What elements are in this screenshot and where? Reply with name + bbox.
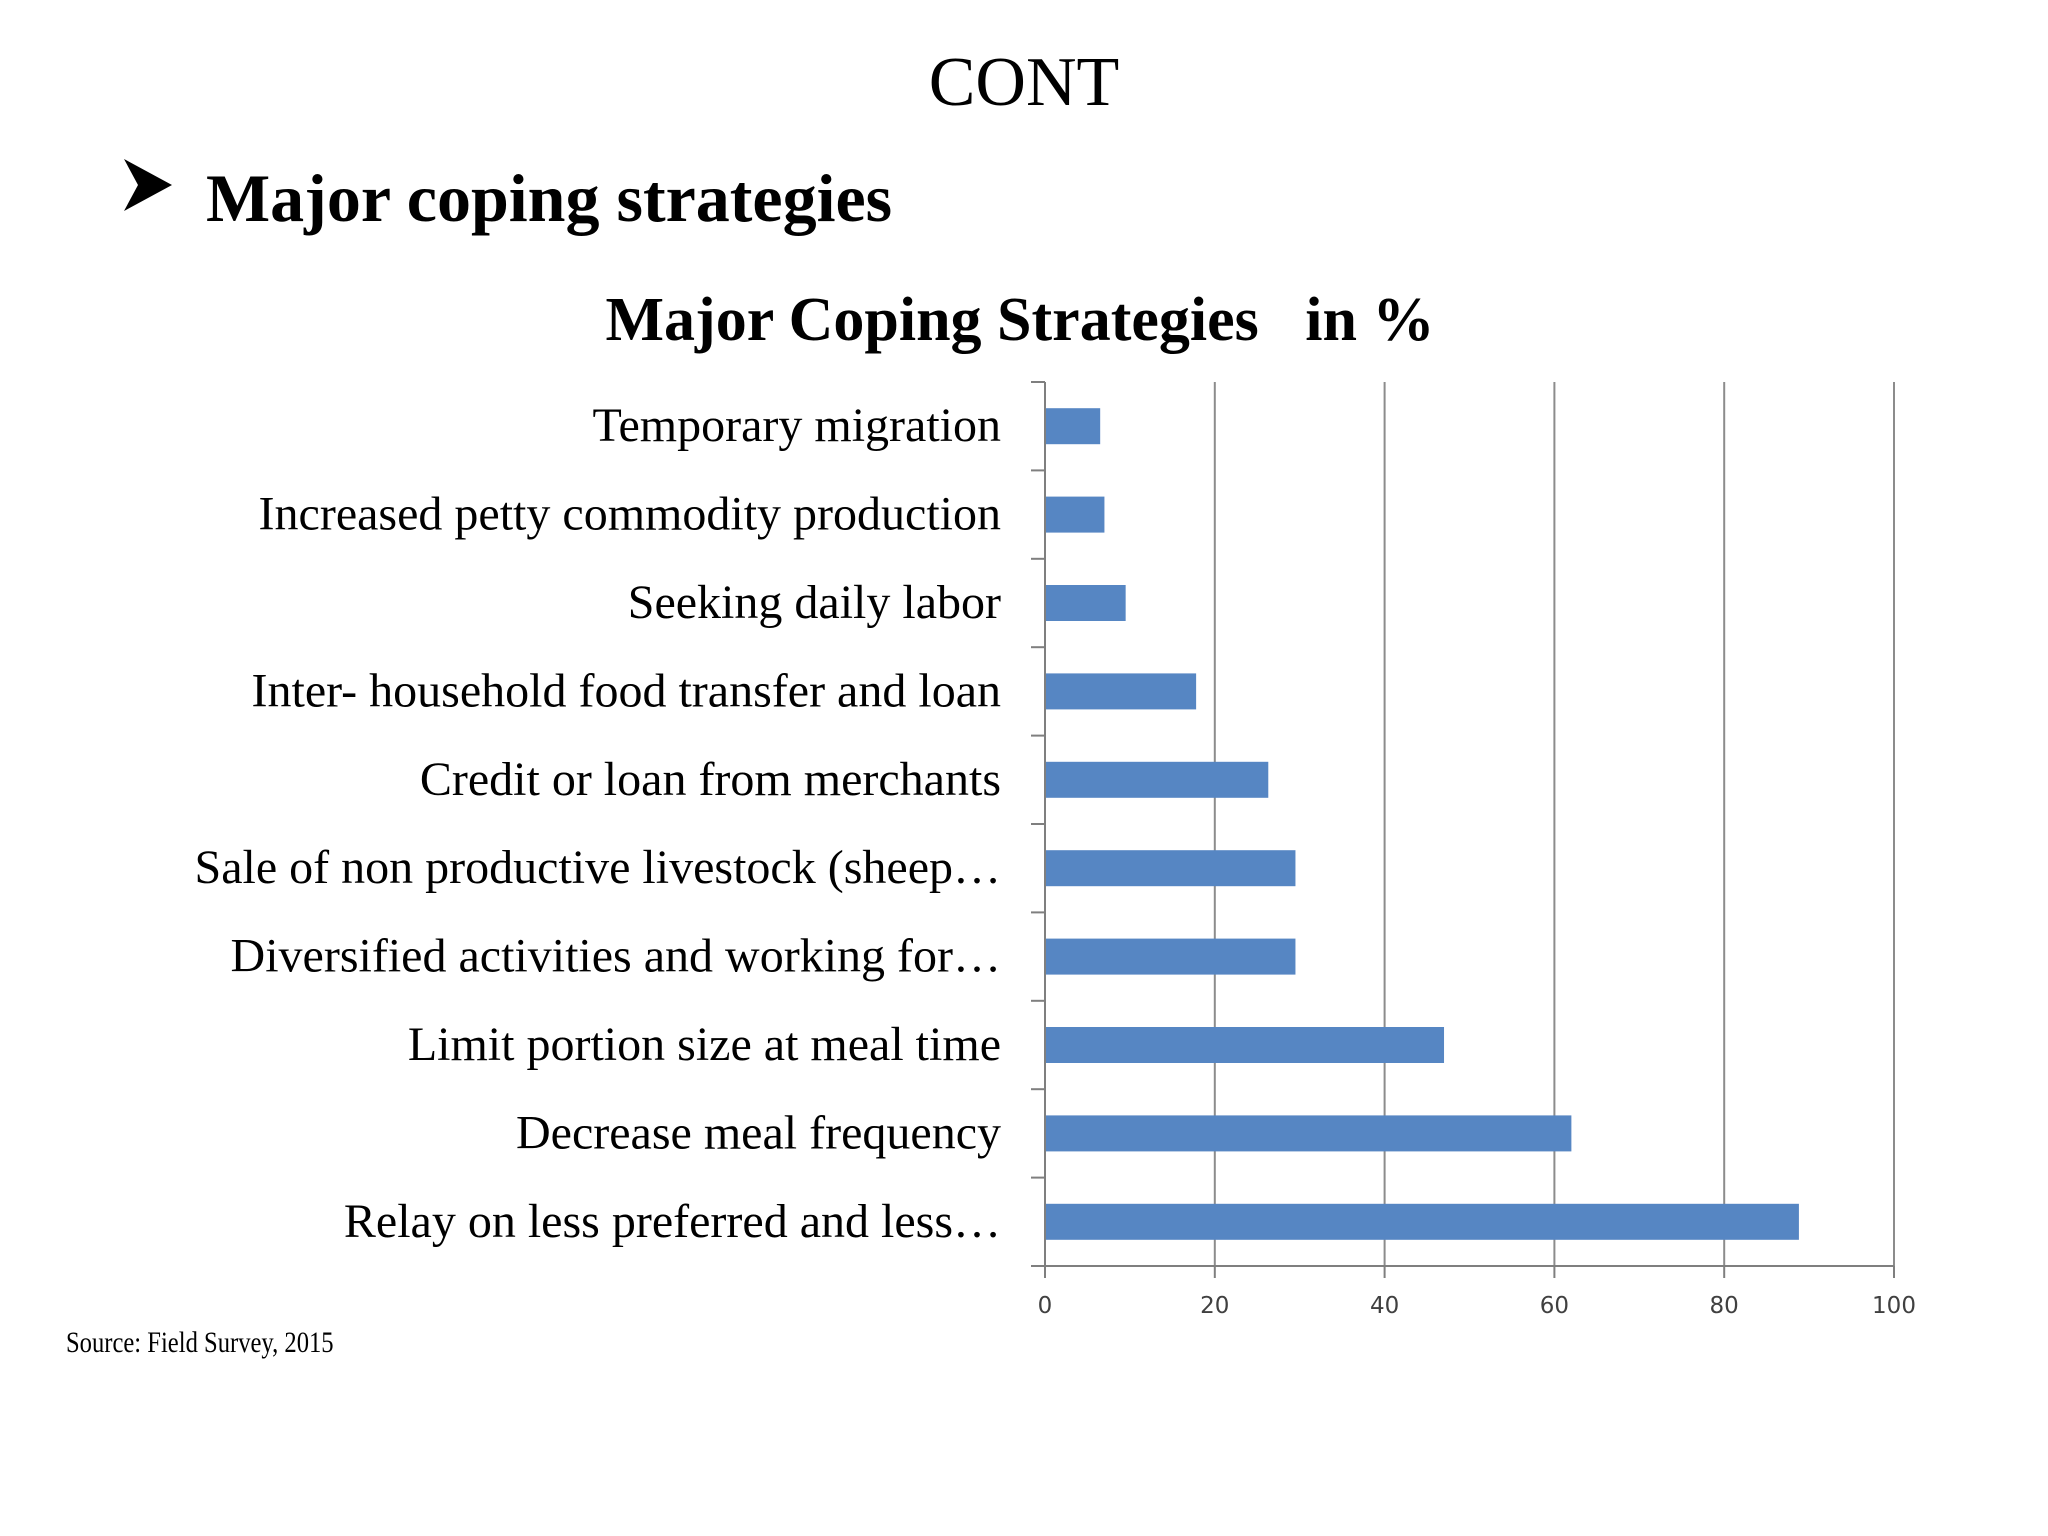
arrow-bullet-icon — [124, 159, 172, 211]
bar-3 — [1046, 673, 1197, 710]
bar-5 — [1046, 850, 1296, 887]
bar-6 — [1046, 938, 1296, 975]
x-tick-label-5: 100 — [1872, 1293, 1916, 1319]
x-tick-label-4: 80 — [1710, 1293, 1739, 1319]
bar-9 — [1046, 1203, 1799, 1240]
bar-2 — [1046, 585, 1126, 621]
bullet-row: Major coping strategies — [124, 148, 892, 248]
slide-heading: CONT — [928, 44, 1120, 121]
bar-8 — [1046, 1115, 1572, 1152]
bullet-text: Major coping strategies — [206, 159, 893, 236]
category-label-5: Sale of non productive livestock (sheep… — [195, 841, 1001, 894]
category-label-3: Inter- household food transfer and loan — [252, 664, 1001, 717]
category-label-2: Seeking daily labor — [628, 576, 1001, 629]
bar-7 — [1046, 1027, 1445, 1063]
x-tick-label-1: 20 — [1200, 1293, 1229, 1319]
category-label-4: Credit or loan from merchants — [420, 753, 1001, 806]
x-tick-label-2: 40 — [1370, 1293, 1399, 1319]
bar-0 — [1046, 408, 1101, 445]
x-tick-label-3: 60 — [1540, 1293, 1569, 1319]
category-label-1: Increased petty commodity production — [259, 488, 1001, 541]
category-label-0: Temporary migration — [592, 399, 1001, 452]
category-label-7: Limit portion size at meal time — [408, 1018, 1001, 1071]
bar-chart: Major Coping Strategies in % 0 20 40 60 80 100… — [195, 286, 1916, 1319]
category-label-9: Relay on less preferred and less… — [344, 1195, 1001, 1248]
x-tick-label-0: 0 — [1038, 1293, 1053, 1319]
source-note: Source: Field Survey, 2015 — [66, 1326, 334, 1359]
category-label-6: Diversified activities and working for… — [231, 930, 1001, 983]
chart-title: Major Coping Strategies in % — [606, 286, 1435, 354]
category-label-8: Decrease meal frequency — [516, 1106, 1001, 1159]
bar-4 — [1046, 761, 1269, 798]
bar-1 — [1046, 496, 1105, 533]
